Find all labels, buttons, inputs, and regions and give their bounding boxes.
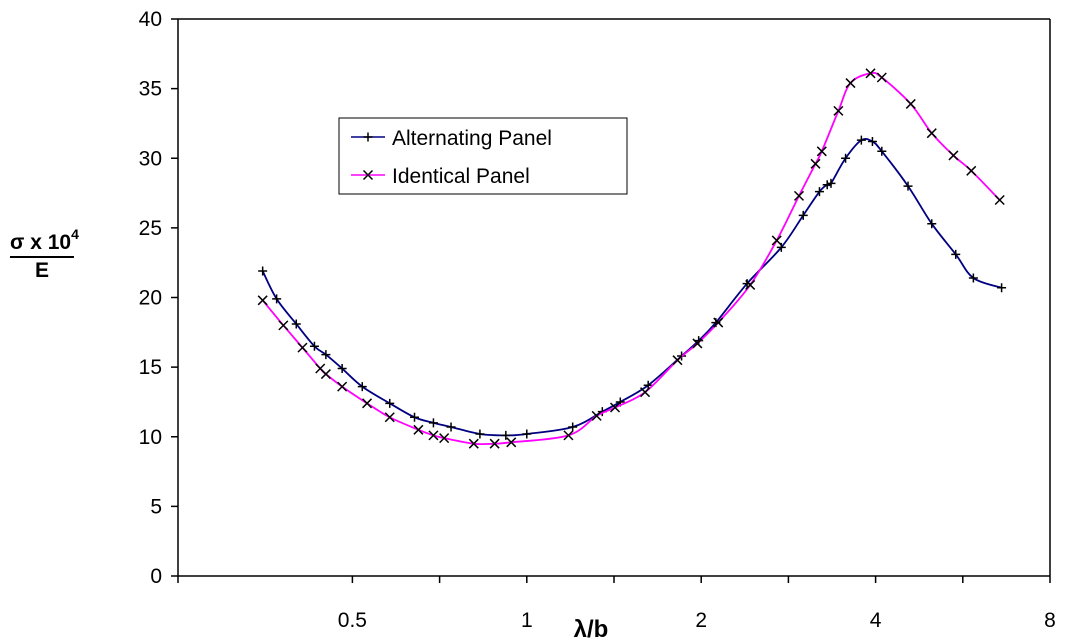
- x-axis-ticks: 0.5 1 2 4 8: [177, 576, 1056, 632]
- data-point-identical-panel: [833, 105, 844, 116]
- x-tick-label: 2: [695, 609, 707, 632]
- data-point-alternating-panel: [814, 187, 824, 197]
- data-point-identical-panel: [816, 146, 827, 157]
- x-tick-label: 8: [1044, 609, 1056, 632]
- data-point-alternating-panel: [272, 294, 282, 304]
- data-point-alternating-panel: [291, 319, 301, 329]
- data-point-identical-panel: [297, 342, 308, 353]
- y-tick-label: 25: [139, 217, 162, 240]
- series-identical-panel: [257, 68, 1005, 449]
- data-point-alternating-panel: [841, 153, 851, 163]
- data-point-identical-panel: [994, 194, 1005, 206]
- data-point-identical-panel: [489, 438, 500, 449]
- legend-label-identical-panel: Identical Panel: [392, 165, 530, 188]
- data-point-alternating-panel: [856, 135, 866, 145]
- data-point-identical-panel: [640, 387, 651, 398]
- data-point-alternating-panel: [867, 137, 877, 147]
- data-point-identical-panel: [713, 317, 724, 328]
- data-point-alternating-panel: [997, 283, 1007, 293]
- data-point-identical-panel: [337, 381, 348, 392]
- data-point-alternating-panel: [501, 430, 511, 440]
- data-point-identical-panel: [926, 128, 937, 139]
- y-tick-label: 40: [139, 8, 162, 31]
- data-point-alternating-panel: [475, 429, 485, 439]
- y-axis-title: σ x 104 E: [10, 226, 79, 282]
- data-point-identical-panel: [793, 190, 805, 201]
- data-point-alternating-panel: [410, 412, 420, 422]
- y-axis-title-numerator: σ x 104: [10, 226, 79, 254]
- data-point-identical-panel: [771, 235, 782, 246]
- data-point-identical-panel: [320, 369, 331, 380]
- data-point-alternating-panel: [951, 249, 961, 259]
- data-point-alternating-panel: [309, 341, 319, 351]
- data-point-identical-panel: [948, 150, 959, 161]
- series-alternating-panel: [258, 135, 1007, 440]
- legend: Alternating Panel Identical Panel: [338, 117, 628, 195]
- data-point-alternating-panel: [522, 429, 532, 439]
- x-tick-label: 0.5: [338, 609, 367, 632]
- data-point-identical-panel: [692, 338, 703, 349]
- x-tick-label: 1: [521, 609, 533, 632]
- data-point-alternating-panel: [822, 180, 832, 190]
- data-point-identical-panel: [876, 72, 887, 83]
- data-point-alternating-panel: [446, 422, 456, 432]
- y-axis-title-denominator: E: [35, 259, 49, 282]
- data-point-alternating-panel: [321, 350, 331, 360]
- legend-label-alternating-panel: Alternating Panel: [392, 127, 552, 150]
- data-point-alternating-panel: [428, 418, 438, 428]
- y-tick-label: 20: [139, 287, 162, 310]
- data-point-identical-panel: [362, 398, 373, 409]
- legend-entry-identical-panel: Identical Panel: [351, 165, 530, 188]
- data-point-identical-panel: [672, 355, 683, 366]
- data-point-alternating-panel: [357, 382, 367, 392]
- data-point-identical-panel: [591, 410, 602, 421]
- data-point-alternating-panel: [826, 178, 836, 188]
- data-point-identical-panel: [810, 158, 821, 169]
- data-point-identical-panel: [563, 430, 574, 441]
- data-point-alternating-panel: [877, 146, 887, 156]
- data-point-alternating-panel: [568, 422, 578, 432]
- legend-box: [338, 117, 628, 195]
- data-point-identical-panel: [428, 430, 439, 441]
- data-point-alternating-panel: [337, 364, 347, 374]
- data-point-identical-panel: [905, 98, 916, 109]
- data-point-identical-panel: [506, 437, 517, 448]
- data-point-identical-panel: [439, 433, 450, 444]
- data-point-alternating-panel: [927, 219, 937, 229]
- y-tick-label: 35: [139, 78, 162, 101]
- legend-entry-alternating-panel: Alternating Panel: [351, 127, 552, 150]
- data-point-alternating-panel: [258, 266, 268, 276]
- data-point-identical-panel: [468, 438, 479, 449]
- x-tick-label: 4: [870, 609, 882, 632]
- y-tick-label: 0: [150, 565, 162, 588]
- y-tick-label: 5: [150, 495, 162, 518]
- x-axis-title: λ/b: [574, 616, 609, 639]
- series-layer: [257, 68, 1007, 449]
- data-point-identical-panel: [278, 320, 289, 331]
- data-point-identical-panel: [745, 279, 756, 290]
- data-point-identical-panel: [413, 424, 424, 435]
- data-point-alternating-panel: [903, 181, 913, 191]
- data-point-alternating-panel: [798, 210, 808, 220]
- data-point-identical-panel: [384, 412, 395, 423]
- data-point-identical-panel: [609, 402, 621, 413]
- y-axis-ticks: 0 5 10 15 20 25 30 35 40: [139, 8, 178, 588]
- data-point-alternating-panel: [385, 398, 395, 408]
- data-point-identical-panel: [845, 78, 856, 89]
- data-point-identical-panel: [257, 295, 268, 306]
- y-tick-label: 15: [139, 356, 162, 379]
- data-point-identical-panel: [865, 68, 876, 79]
- data-point-identical-panel: [966, 165, 977, 176]
- y-tick-label: 10: [139, 426, 162, 449]
- data-point-alternating-panel: [742, 279, 752, 289]
- data-point-alternating-panel: [968, 273, 978, 283]
- legend-marker-alternating-panel: [363, 132, 373, 142]
- legend-marker-identical-panel: [362, 169, 374, 181]
- y-tick-label: 30: [139, 147, 162, 170]
